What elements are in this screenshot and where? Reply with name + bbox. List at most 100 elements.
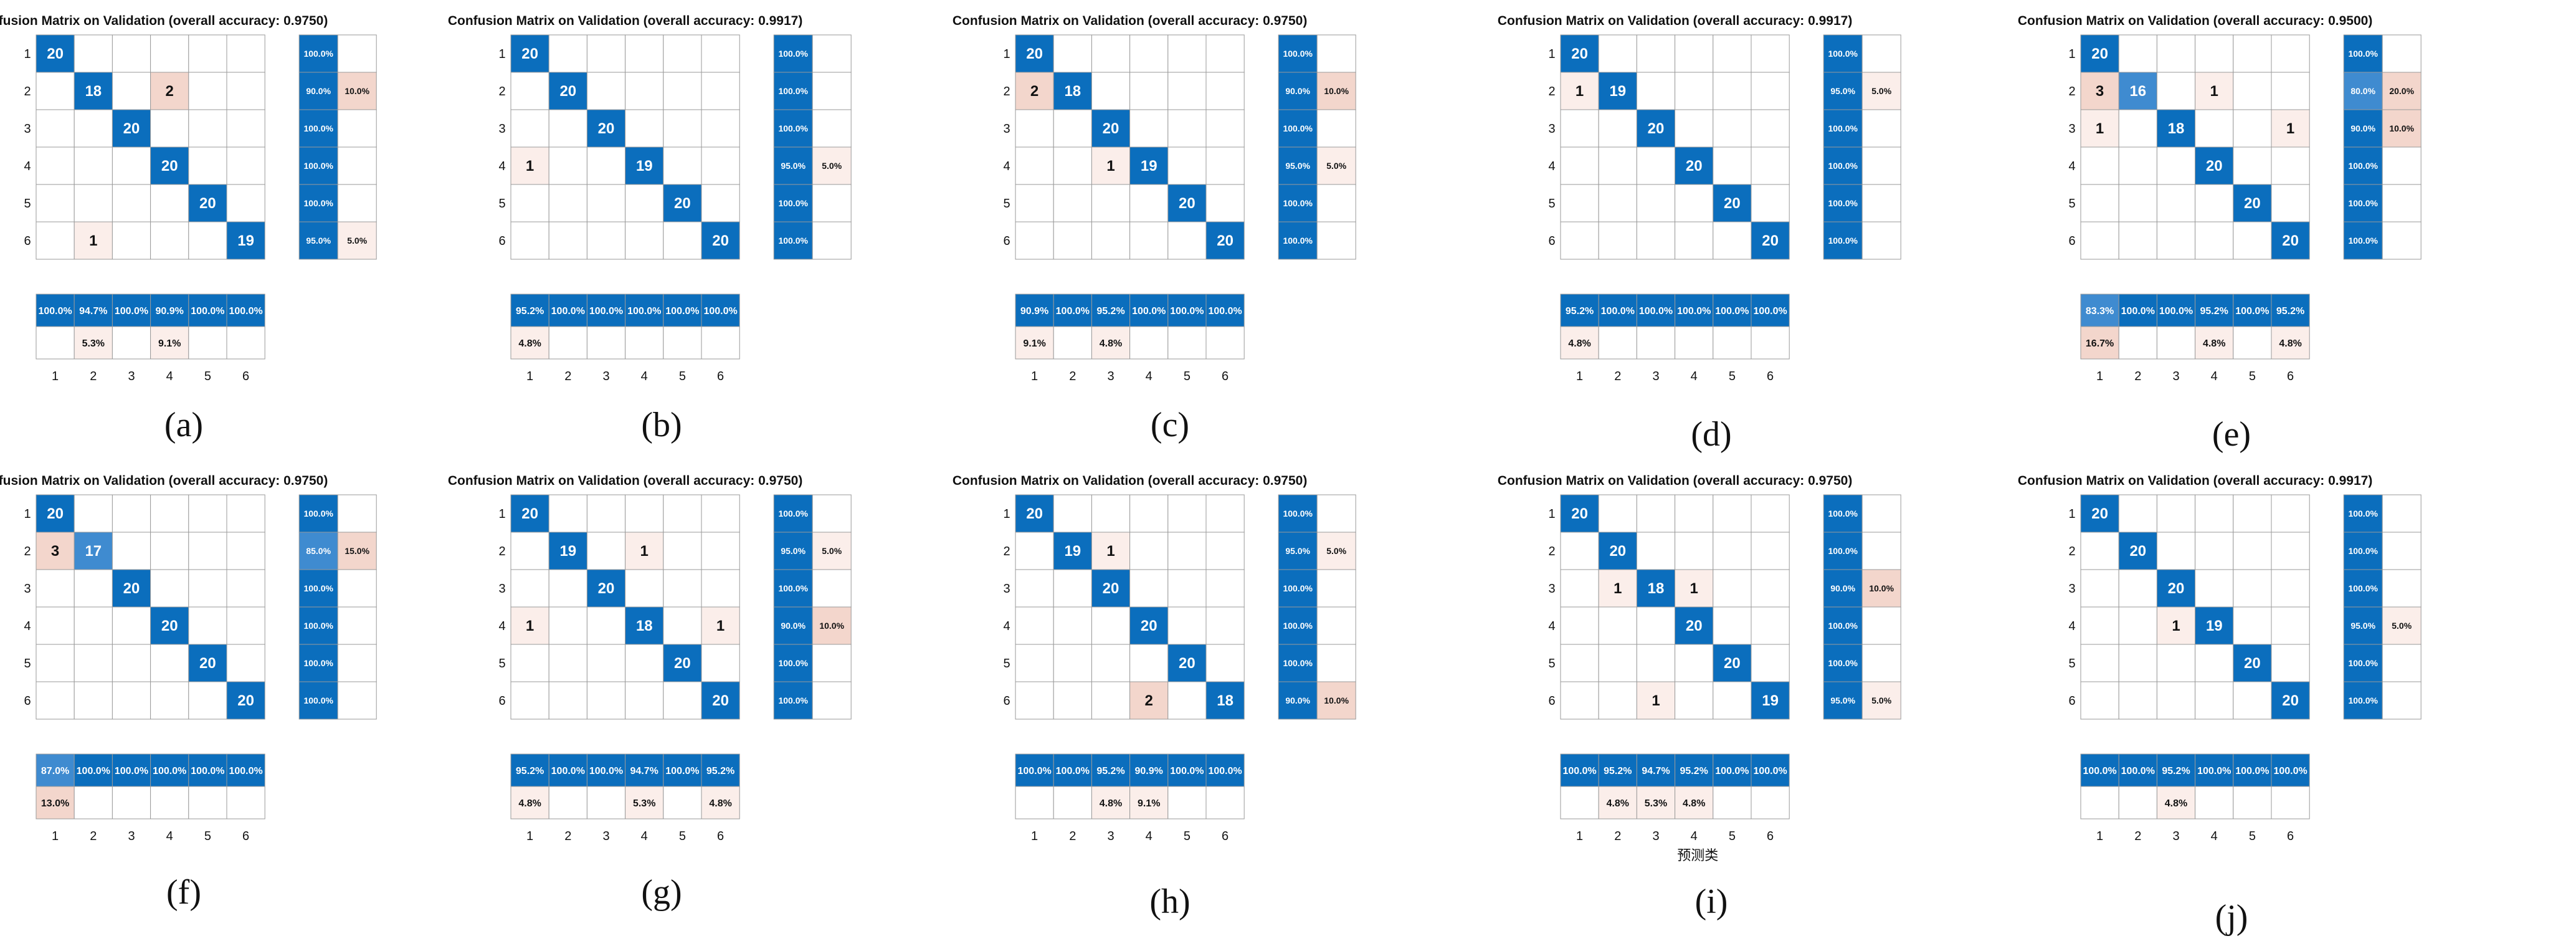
matrix-cell: [74, 184, 113, 222]
confusion-matrix: 20 1 3 16 1 2 1 18 1 3 20 4 20 5 20 6: [2068, 34, 2310, 260]
matrix-cell: [2156, 146, 2196, 185]
column-summary-error-cell: [226, 786, 265, 819]
cell-value: 20: [521, 45, 538, 62]
column-summary-error-value: 4.8%: [1683, 798, 1705, 809]
column-summary-correct-cell: [625, 753, 664, 787]
column-summary-error-cell: [1167, 786, 1207, 819]
row-summary-error-cell: [1861, 109, 1901, 148]
row-summary-error-cell: [337, 72, 377, 110]
row-summary-error-cell: [2382, 146, 2422, 185]
row-summary-correct-cell: [2343, 681, 2383, 720]
column-summary-correct-value: 100.0%: [1208, 766, 1242, 776]
matrix-cell: [1598, 146, 1637, 185]
matrix-cell: [1560, 34, 1599, 73]
matrix-cell: [2195, 606, 2234, 645]
matrix-cell: [1167, 72, 1207, 110]
matrix-cell: [1205, 221, 1245, 260]
matrix-cell: [1675, 72, 1714, 110]
row-summary-correct-cell: [298, 109, 338, 148]
row-summary-correct-value: 100.0%: [778, 695, 808, 705]
matrix-cell: [150, 532, 189, 570]
matrix-cell: [663, 532, 702, 570]
cell-value: 19: [559, 543, 576, 560]
cell-value: 20: [674, 655, 691, 672]
cell-value: 20: [161, 618, 178, 634]
row-summary-correct-value: 80.0%: [2350, 86, 2375, 96]
matrix-cell: [701, 221, 740, 260]
matrix-cell: [1015, 184, 1054, 222]
row-summary-error-value: 10.0%: [819, 621, 844, 631]
row-tick-label: 6: [2068, 694, 2075, 708]
matrix-cell: [1129, 109, 1169, 148]
row-summary-correct-value: 100.0%: [303, 695, 333, 705]
matrix-cell: [188, 34, 227, 73]
matrix-cell: [1598, 494, 1637, 533]
panel-a: Confusion Matrix on Validation (overall …: [0, 14, 377, 444]
column-tick-label: 6: [1767, 370, 1774, 383]
column-tick-label: 1: [1031, 370, 1038, 383]
cell-value: 20: [559, 83, 576, 100]
matrix-cell: [226, 532, 265, 570]
row-summary-error-cell: [812, 221, 852, 260]
matrix-cell: [2271, 146, 2310, 185]
matrix-cell: [663, 569, 702, 608]
matrix-cell: [510, 681, 549, 720]
column-summary-correct-cell: [1675, 753, 1714, 787]
matrix-cell: [1713, 72, 1752, 110]
matrix-cell: [663, 494, 702, 533]
row-tick-label: 1: [1003, 507, 1010, 521]
column-summary-error-cell: [112, 326, 151, 360]
column-tick-label: 6: [2287, 370, 2294, 383]
matrix-cell: [625, 681, 664, 720]
matrix-cell: [1015, 34, 1054, 73]
column-summary-correct-value: 95.2%: [516, 306, 544, 317]
matrix-cell: [1751, 184, 1790, 222]
matrix-cell: [2195, 72, 2234, 110]
matrix-cell: [1091, 494, 1131, 533]
column-summary-correct-value: 100.0%: [229, 766, 262, 776]
column-summary-correct-cell: [1205, 753, 1245, 787]
matrix-cell: [112, 569, 151, 608]
matrix-cell: [36, 494, 75, 533]
column-summary-error-cell: [663, 326, 702, 360]
column-summary-correct-cell: [1560, 294, 1599, 327]
column-tick-label: 5: [1184, 370, 1191, 383]
matrix-cell: [1713, 34, 1752, 73]
matrix-cell: [2233, 221, 2272, 260]
row-summary-error-cell: [1316, 109, 1356, 148]
column-summary-correct-value: 95.2%: [1566, 306, 1594, 317]
column-tick-label: 6: [242, 370, 249, 383]
row-summary-error-cell: [2382, 184, 2422, 222]
matrix-cell: [36, 184, 75, 222]
column-summary-error-cell: [1751, 786, 1790, 819]
row-tick-label: 5: [24, 657, 31, 671]
matrix-cell: [1675, 34, 1714, 73]
row-summary-correct-cell: [2343, 109, 2383, 148]
matrix-cell: [1713, 532, 1752, 570]
row-tick-label: 2: [1003, 85, 1010, 98]
column-summary-correct-value: 100.0%: [229, 306, 262, 317]
row-summary-correct-value: 100.0%: [1283, 658, 1313, 668]
column-summary-error-cell: [510, 786, 549, 819]
matrix-cell: [510, 184, 549, 222]
cell-value: 20: [237, 692, 254, 709]
column-summary: 90.9% 9.1% 1 100.0% 2 95.2% 4.8% 3 100.0% 4 100.0%…: [1015, 294, 1245, 383]
matrix-cell: [663, 146, 702, 185]
matrix-cell: [2118, 34, 2157, 73]
matrix-cell: [701, 184, 740, 222]
matrix-cell: [226, 606, 265, 645]
column-summary-correct-value: 100.0%: [2273, 766, 2307, 776]
matrix-cell: [226, 72, 265, 110]
row-summary-correct-value: 100.0%: [2348, 658, 2378, 668]
matrix-cell: [1751, 109, 1790, 148]
row-summary-error-cell: [812, 72, 852, 110]
column-summary-error-cell: [1751, 326, 1790, 360]
column-summary-correct-value: 100.0%: [115, 766, 148, 776]
matrix-cell: [1091, 532, 1131, 570]
row-summary-correct-cell: [298, 606, 338, 645]
cell-value: 20: [1026, 45, 1043, 62]
matrix-cell: [1751, 569, 1790, 608]
cell-value: 1: [716, 618, 725, 634]
column-summary: 100.0% 1 94.7% 5.3% 2 100.0% 3 90.9% 9.1% 4 100.0%…: [36, 294, 265, 383]
cell-value: 2: [1145, 692, 1153, 709]
